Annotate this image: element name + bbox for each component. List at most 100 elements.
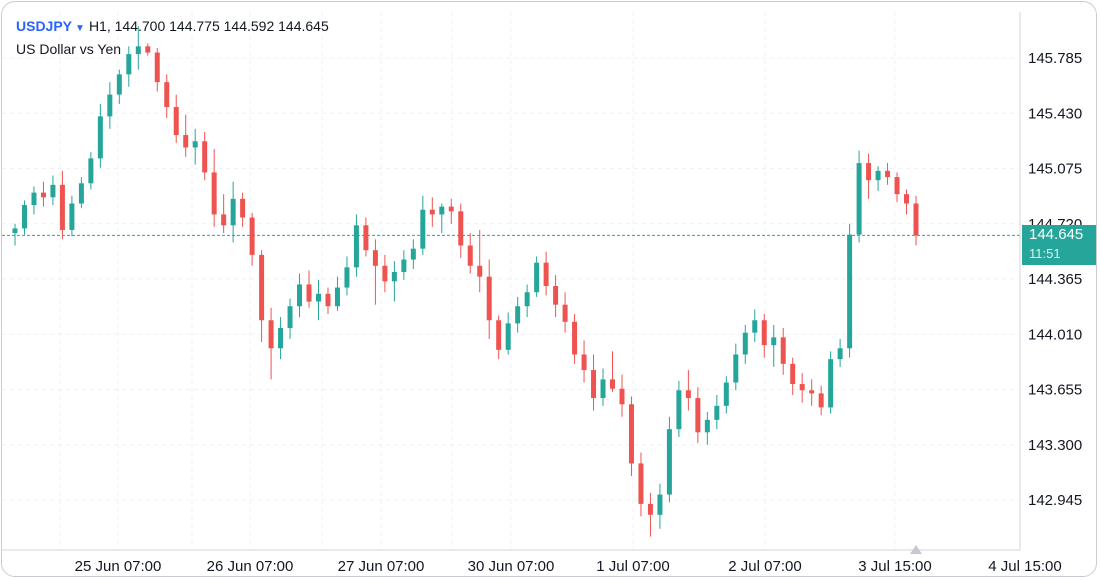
candle-body — [458, 211, 464, 246]
time-tick-label: 1 Jul 07:00 — [596, 558, 669, 575]
last-price-value: 144.645 — [1029, 226, 1084, 243]
candle — [572, 314, 578, 364]
candle-body — [847, 234, 853, 349]
bar-countdown: 11:51 — [1029, 246, 1061, 261]
candle — [410, 239, 416, 269]
candle — [676, 380, 682, 437]
candle — [619, 374, 625, 417]
candle-body — [534, 262, 540, 293]
candle-body — [325, 293, 331, 307]
candle — [429, 197, 435, 227]
candle-body — [107, 94, 113, 117]
price-tick-label: 143.655 — [1028, 382, 1082, 399]
candle-body — [439, 206, 445, 215]
legend-open: 144.700 — [114, 18, 166, 34]
candle-body — [752, 320, 758, 333]
candle — [297, 273, 303, 318]
candle-body — [676, 390, 682, 430]
candle — [116, 69, 122, 104]
price-axis[interactable]: 145.785145.430145.075144.720144.365144.0… — [1028, 50, 1082, 509]
candle-body — [875, 170, 881, 181]
candle-body — [657, 494, 663, 515]
candle — [685, 370, 691, 411]
candle-body — [885, 170, 891, 178]
candle — [628, 396, 634, 476]
candle — [761, 314, 767, 358]
candle-body — [856, 163, 862, 235]
triangle-up-icon[interactable] — [910, 545, 922, 554]
candle-body — [610, 379, 616, 389]
candle — [59, 170, 65, 240]
candle-body — [904, 194, 910, 204]
candle — [183, 114, 189, 157]
candle — [515, 296, 521, 333]
candle — [638, 452, 644, 517]
candle — [259, 250, 265, 343]
candle — [856, 150, 862, 243]
legend-low: 144.592 — [223, 18, 275, 34]
candle-body — [809, 390, 815, 394]
candle-body — [828, 359, 834, 408]
candle-body — [486, 276, 492, 321]
candle — [733, 343, 739, 391]
price-tick-label: 145.430 — [1028, 105, 1082, 122]
candle-body — [315, 293, 321, 302]
candle — [401, 250, 407, 280]
candle-body — [21, 205, 27, 229]
candle-body — [259, 254, 265, 321]
candle-body — [467, 245, 473, 266]
candle — [268, 307, 274, 380]
candle-body — [12, 228, 18, 234]
candle — [192, 128, 198, 165]
candle — [591, 354, 597, 411]
candle — [647, 492, 653, 537]
candle-body — [704, 419, 710, 433]
candle — [221, 194, 227, 234]
time-tick-label: 4 Jul 15:00 — [988, 558, 1061, 575]
candle-body — [477, 265, 483, 277]
candle — [505, 312, 511, 355]
candle — [31, 186, 37, 215]
symbol-name[interactable]: USDJPY — [16, 18, 73, 34]
candle — [885, 163, 891, 185]
candle — [875, 166, 881, 192]
candle — [145, 43, 151, 56]
candle — [334, 276, 340, 311]
candle-body — [666, 429, 672, 495]
candle — [723, 376, 729, 414]
price-tick-label: 144.010 — [1028, 326, 1082, 343]
candle-body — [866, 163, 872, 181]
time-tick-label: 30 Jun 07:00 — [468, 558, 555, 575]
candle — [107, 82, 113, 129]
candle-body — [192, 141, 198, 148]
candle — [448, 198, 454, 224]
time-axis[interactable]: 25 Jun 07:00 26 Jun 07:00 27 Jun 07:00 30 J… — [75, 558, 1062, 575]
candle — [202, 131, 208, 181]
legend-high: 144.775 — [169, 18, 220, 34]
candle — [306, 270, 312, 308]
candle — [780, 328, 786, 375]
candle-body — [135, 46, 141, 55]
candle — [799, 373, 805, 403]
candle-body — [420, 209, 426, 249]
candle — [610, 351, 616, 392]
candle — [866, 153, 872, 199]
time-tick-label: 25 Jun 07:00 — [75, 558, 162, 575]
candle — [818, 385, 824, 416]
candle — [913, 195, 919, 246]
candle — [467, 233, 473, 274]
candle — [135, 26, 141, 70]
candle-body — [761, 320, 767, 346]
price-tick-label: 145.075 — [1028, 161, 1082, 178]
candle — [353, 214, 359, 277]
candle — [828, 351, 834, 414]
candle-body — [372, 250, 378, 266]
last-price-label: 144.645 11:51 — [1022, 225, 1096, 265]
time-tick-label: 26 Jun 07:00 — [207, 558, 294, 575]
candle — [249, 212, 255, 266]
candle-body — [173, 107, 179, 136]
candle — [742, 324, 748, 364]
caret-down-icon[interactable]: ▼ — [75, 23, 85, 34]
